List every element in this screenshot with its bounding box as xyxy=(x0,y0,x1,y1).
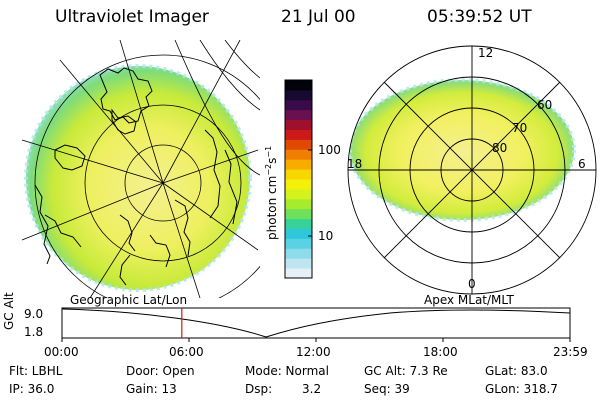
geographic-caption: Geographic Lat/Lon xyxy=(70,293,188,307)
colorbar-swatch xyxy=(285,228,312,239)
left-emission-disk xyxy=(26,66,250,290)
glat-info: GLat: 83.0 xyxy=(485,364,548,378)
colorbar-swatch xyxy=(285,159,312,170)
colorbar-swatch xyxy=(285,258,312,269)
colorbar-swatch xyxy=(285,238,312,249)
mlt-label-0: 0 xyxy=(468,277,476,291)
colorbar-swatch xyxy=(285,208,312,220)
colorbar-swatch xyxy=(285,169,312,180)
mode-info: Mode: Normal xyxy=(245,364,329,378)
time-tick-2359: 23:59 xyxy=(553,345,588,359)
apex-caption: Apex MLat/MLT xyxy=(424,293,514,307)
colorbar-swatch xyxy=(285,80,312,91)
colorbar-swatch xyxy=(285,109,312,121)
colorbar-swatch xyxy=(285,129,312,140)
colorbar-tick-10: 10 xyxy=(318,229,334,243)
altitude-ytick-1-8: 1.8 xyxy=(24,325,44,339)
colorbar-frame xyxy=(284,79,313,279)
time-tick-0600: 06:00 xyxy=(169,345,204,359)
instrument-title: Ultraviolet Imager xyxy=(55,7,209,27)
colorbar-tick-100: 100 xyxy=(318,143,341,157)
altitude-plot-frame xyxy=(61,307,571,339)
dsp-value: 3.2 xyxy=(302,382,322,396)
time-tick-0000: 00:00 xyxy=(44,345,79,359)
mlt-label-18: 18 xyxy=(347,157,363,171)
image-time: 05:39:52 UT xyxy=(427,7,532,27)
coastlines xyxy=(34,67,238,286)
glon-info: GLon: 318.7 xyxy=(485,382,558,396)
altitude-ylabel: GC Alt xyxy=(2,292,16,330)
colorbar-swatch xyxy=(285,139,312,150)
colorbar-swatch xyxy=(285,198,312,210)
altitude-x-ticks xyxy=(61,338,571,342)
colorbar-swatch xyxy=(285,149,312,160)
altitude-curve xyxy=(61,308,571,338)
colorbar-swatch xyxy=(285,119,312,130)
apex-grid xyxy=(347,45,597,295)
right-emission-oval xyxy=(350,80,574,220)
gain-info: Gain: 13 xyxy=(126,382,177,396)
time-tick-1200: 12:00 xyxy=(296,345,331,359)
dsp-label: Dsp: xyxy=(245,382,273,396)
image-date: 21 Jul 00 xyxy=(281,7,356,27)
mlat-label-80: 80 xyxy=(492,141,508,155)
colorbar-swatch xyxy=(285,99,312,111)
mlt-label-12: 12 xyxy=(478,46,494,60)
colorbar-swatch xyxy=(285,89,312,101)
colorbar-swatch xyxy=(285,188,312,200)
colorbar-swatch xyxy=(285,218,312,229)
gc-alt-info: GC Alt: 7.3 Re xyxy=(364,364,448,378)
ip-info: IP: 36.0 xyxy=(9,382,55,396)
mlat-label-70: 70 xyxy=(512,121,528,135)
mlt-label-6: 6 xyxy=(578,157,586,171)
geographic-grid xyxy=(21,40,260,298)
time-tick-1800: 18:00 xyxy=(423,345,458,359)
seq-info: Seq: 39 xyxy=(364,382,410,396)
mlat-label-60: 60 xyxy=(537,98,553,112)
colorbar-swatch xyxy=(285,248,312,259)
door-info: Door: Open xyxy=(126,364,195,378)
filter-info: Flt: LBHL xyxy=(9,364,63,378)
colorbar-swatch xyxy=(285,179,312,190)
colorbar-swatch xyxy=(285,268,312,279)
altitude-ytick-9: 9.0 xyxy=(24,307,44,321)
